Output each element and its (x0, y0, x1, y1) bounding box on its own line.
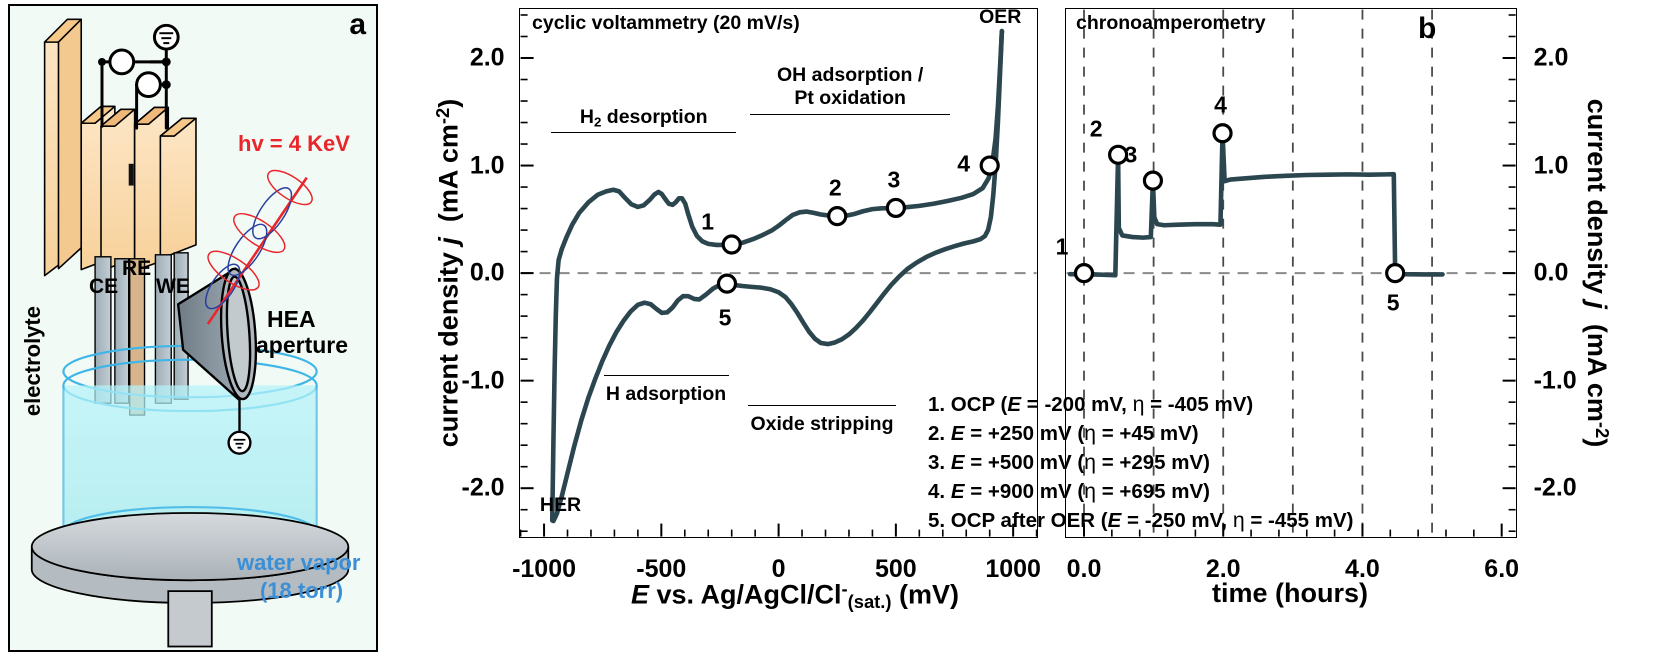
voltmeter-icon (135, 71, 162, 99)
ca-marker-4 (1212, 123, 1233, 144)
cv-series-1 (551, 28, 1005, 524)
cv-ytick-0: 2.0 (469, 43, 505, 72)
ca-xtick-3: 6.0 (1484, 554, 1520, 583)
cv-annotation-underline-2 (603, 374, 729, 376)
ca-ytick-0: 2.0 (1533, 43, 1569, 72)
cv-marker-3 (885, 197, 906, 219)
hea-label-line1: HEA (267, 306, 316, 332)
ca-ytick-1: 1.0 (1533, 151, 1569, 180)
photon-energy-label: hv = 4 KeV (238, 131, 350, 156)
cv-marker-label-4: 4 (957, 150, 971, 177)
cv-annotation-1: OH adsorption / Pt oxidation (777, 63, 924, 109)
cv-marker-label-5: 5 (718, 304, 732, 331)
cv-annotation-underline-1 (750, 113, 951, 115)
ca-ytick-3: -1.0 (1533, 366, 1577, 395)
vapor-label-line2: (18 torr) (260, 578, 344, 603)
cv-marker-1 (721, 234, 742, 255)
cv-annotation-underline-3 (747, 404, 896, 406)
ca-marker-5 (1385, 263, 1406, 284)
ca-series-0 (1067, 130, 1445, 278)
xray-beam (204, 169, 313, 325)
cv-series-0 (549, 28, 1005, 523)
ca-marker-3 (1142, 170, 1164, 191)
legend-item-5: 5. OCP after OER (E = -250 mV, η = -455 … (928, 507, 1354, 532)
electrode-block-we (159, 117, 197, 260)
cv-ytick-4: -2.0 (461, 473, 505, 502)
panel-a-letter: a (349, 8, 366, 41)
base-plate (30, 512, 350, 648)
cv-ytick-1: 1.0 (469, 151, 505, 180)
cv-xtick-4: 1000 (985, 554, 1041, 583)
cv-ytick-3: -1.0 (461, 366, 505, 395)
ca-xtick-0: 0.0 (1066, 554, 1102, 583)
ca-marker-label-3: 3 (1124, 141, 1138, 168)
hea-label-line2: aperture (256, 332, 349, 358)
cv-marker-2 (827, 205, 848, 227)
ca-marker-2 (1108, 144, 1129, 165)
legend-item-1: 1. OCP (E = -200 mV, η = -405 mV) (928, 392, 1254, 416)
ca-marker-1 (1073, 263, 1095, 284)
ground-lines-hea (233, 438, 246, 449)
ca-marker-label-5: 5 (1386, 289, 1400, 316)
ca-xaxis-title: time (hours) (1211, 578, 1369, 608)
ground-symbol-hea (227, 430, 252, 455)
cv-xtick-3: 500 (875, 554, 917, 583)
legend-item-2: 2. E = +250 mV (η = +45 mV) (928, 420, 1199, 445)
cv-marker-label-3: 3 (887, 166, 901, 193)
legend-item-4: 4. E = +900 mV (η = +695 mV) (928, 478, 1210, 503)
cv-marker-4 (979, 155, 1000, 176)
ca-marker-label-4: 4 (1214, 91, 1227, 118)
cv-annotation-2: H adsorption (605, 382, 727, 405)
ca-xtick-2: 4.0 (1345, 554, 1380, 583)
ca-ytick-4: -2.0 (1533, 473, 1577, 502)
legend-item-3: 3. E = +500 mV (η = +295 mV) (928, 449, 1210, 474)
cv-yaxis-title: current density j (mA cm-2) (432, 98, 464, 448)
cv-ytick-2: 0.0 (469, 258, 505, 287)
ca-marker-label-1: 1 (1055, 233, 1069, 260)
cv-annotation-3: Oxide stripping (750, 412, 894, 435)
cv-marker-label-2: 2 (828, 174, 842, 201)
experiment-conditions-legend: 1. OCP (E = -200 mV, η = -405 mV) 2. E =… (928, 390, 1354, 535)
cv-title: cyclic voltammetry (20 mV/s) (532, 12, 800, 34)
cv-xtick-0: -1000 (512, 554, 577, 583)
ca-title: chronoamperometry (1076, 12, 1266, 34)
ground-lines-top (159, 32, 174, 45)
cv-marker-5 (716, 273, 738, 294)
electrode-label-re: RE (122, 257, 152, 280)
ammeter-icon (108, 48, 136, 76)
cv-annotation-4: OER (979, 6, 1022, 29)
electrode-label-ce: CE (89, 275, 119, 298)
cv-annotation-0: H2 desorption (579, 106, 708, 130)
cv-xtick-1: -500 (636, 554, 687, 583)
cv-annotation-5: HER (539, 494, 582, 517)
cell-schematic-svg (30, 18, 350, 648)
panel-a-schematic: a (8, 4, 378, 652)
ca-yaxis-title: current density j (mA cm-2) (1581, 98, 1613, 448)
cv-xtick-2: 0 (771, 554, 786, 583)
ca-ytick-2: 0.0 (1533, 258, 1569, 287)
hea-aperture-cone (176, 267, 258, 401)
electrode-label-we: WE (156, 275, 190, 298)
cv-xaxis-title: E vs. Ag/AgCl/Cl-(sat.) (mV) (630, 578, 960, 612)
cv-annotation-underline-0 (551, 132, 737, 134)
vapor-label-line1: water vapor (237, 550, 361, 575)
panel-b-letter: b (1418, 12, 1437, 45)
ca-marker-label-2: 2 (1089, 115, 1103, 142)
cv-marker-label-1: 1 (701, 208, 715, 235)
ca-xtick-1: 2.0 (1205, 554, 1241, 583)
